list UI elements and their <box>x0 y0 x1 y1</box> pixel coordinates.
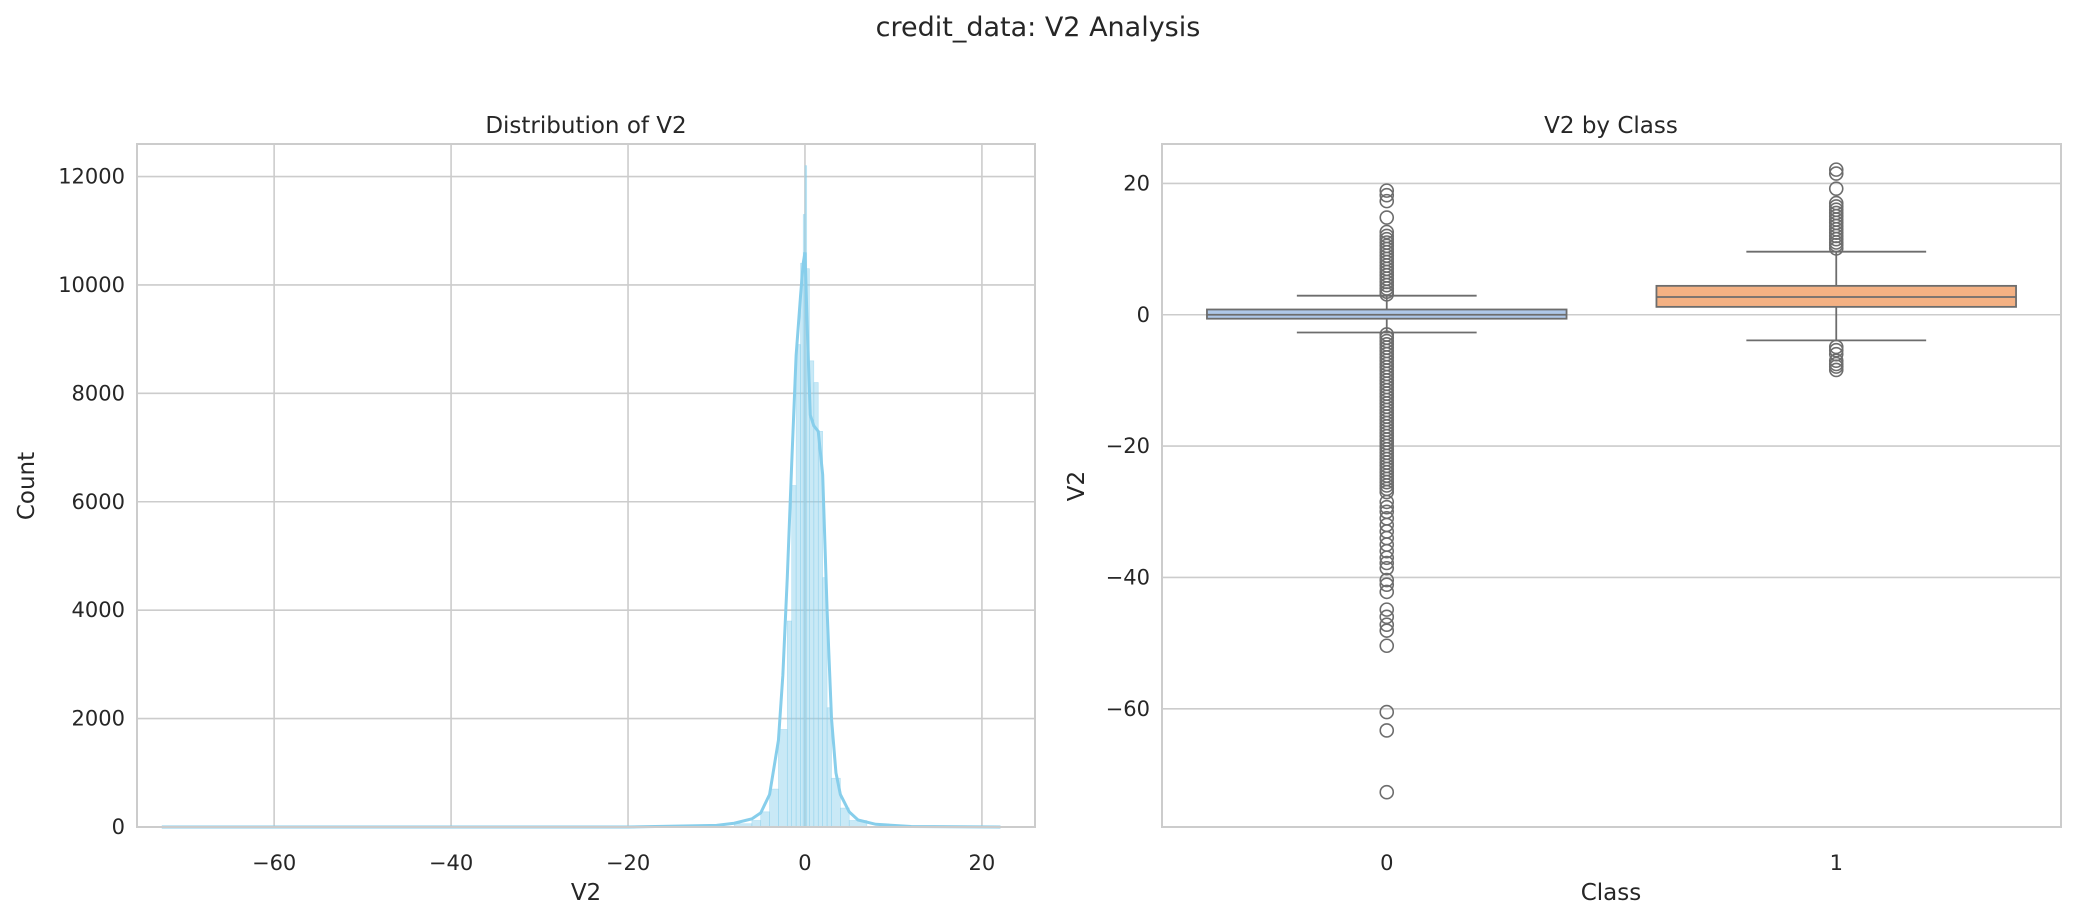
histogram-bar <box>809 360 815 828</box>
histogram-bar <box>813 382 819 828</box>
histogram-bar <box>778 729 788 828</box>
outlier-point <box>1379 560 1395 576</box>
boxplot-title: V2 by Class <box>1544 113 1678 139</box>
boxplot-y-tick-label: 20 <box>1123 171 1150 195</box>
outlier-point <box>1379 193 1395 209</box>
outlier-point <box>1379 584 1395 600</box>
histogram-bars <box>161 165 1001 828</box>
histogram-y-tick-label: 8000 <box>72 381 125 405</box>
histogram-bar <box>791 485 797 828</box>
outlier-point <box>1379 210 1395 225</box>
histogram-bar <box>760 811 770 828</box>
histogram-y-ticks: 0 2000 4000 6000 8000 10000 12000 <box>58 165 125 839</box>
boxplot-y-tick-label: −40 <box>1106 565 1150 589</box>
histogram-y-tick-label: 2000 <box>72 707 125 731</box>
histogram-bar <box>800 262 804 828</box>
histogram-x-label: V2 <box>571 880 601 906</box>
histogram-y-tick-label: 0 <box>112 815 125 839</box>
boxplot-y-ticks: −60 −40 −20 0 20 <box>1106 171 1150 720</box>
outlier-point <box>1828 241 1844 256</box>
boxplot-x-tick-label: 1 <box>1830 851 1843 875</box>
histogram-panel: Distribution of V2 −60 −40 −20 0 20 0 2000 400… <box>14 113 1036 906</box>
outlier-point <box>1379 183 1395 198</box>
boxplot-x-label: Class <box>1581 880 1642 906</box>
histogram-y-tick-label: 12000 <box>58 165 125 189</box>
outlier-point <box>1379 494 1395 510</box>
outlier-point <box>1379 484 1395 500</box>
boxplot-y-label: V2 <box>1064 471 1090 501</box>
outlier-point <box>1379 577 1395 592</box>
box-class-1 <box>1655 162 2017 378</box>
histogram-bar <box>786 620 792 828</box>
outlier-point <box>1379 704 1395 720</box>
outlier-point <box>1379 602 1395 617</box>
boxplot-y-tick-label: 0 <box>1137 303 1150 327</box>
outlier-point <box>1379 572 1395 588</box>
histogram-x-ticks: −60 −40 −20 0 20 <box>252 851 995 875</box>
outlier-point <box>1828 181 1844 196</box>
outlier-point <box>1828 362 1844 378</box>
outlier-point <box>1379 287 1395 302</box>
histogram-y-tick-label: 10000 <box>58 273 125 297</box>
outlier-point <box>1379 638 1395 654</box>
box-class-0 <box>1206 183 1568 800</box>
outlier-point <box>1379 617 1395 633</box>
histogram-kde-line <box>161 252 1001 829</box>
histogram-x-tick-label: 20 <box>969 851 996 875</box>
outlier-point <box>1379 499 1395 515</box>
boxplot-x-tick-label: 0 <box>1380 851 1393 875</box>
histogram-x-tick-label: 0 <box>798 851 811 875</box>
histogram-grid <box>137 144 1035 828</box>
outlier-point <box>1828 162 1844 177</box>
outlier-point <box>1379 187 1395 203</box>
boxplot-y-tick-label: −20 <box>1106 434 1150 458</box>
histogram-x-tick-label: −60 <box>252 851 296 875</box>
histogram-title: Distribution of V2 <box>485 113 686 139</box>
outlier-point <box>1379 543 1395 559</box>
histogram-x-tick-label: −20 <box>606 851 650 875</box>
outlier-point <box>1379 723 1395 738</box>
boxplot-grid <box>1162 182 2061 710</box>
histogram-y-tick-label: 6000 <box>72 490 125 514</box>
histogram-y-label: Count <box>14 452 40 520</box>
outlier-point <box>1379 550 1395 566</box>
boxplot-frame <box>1161 143 2062 828</box>
histogram-y-tick-label: 4000 <box>72 598 125 622</box>
boxplot-marks <box>1206 162 2017 800</box>
outlier-point <box>1379 555 1395 571</box>
histogram-x-tick-label: −40 <box>429 851 473 875</box>
histogram-bar <box>795 344 801 828</box>
figure-title: credit_data: V2 Analysis <box>876 12 1201 43</box>
boxplot-y-tick-label: −60 <box>1106 697 1150 721</box>
histogram-frame <box>136 143 1036 828</box>
outlier-point <box>1379 784 1395 800</box>
outlier-point <box>1379 623 1395 638</box>
outlier-point <box>1828 166 1844 181</box>
